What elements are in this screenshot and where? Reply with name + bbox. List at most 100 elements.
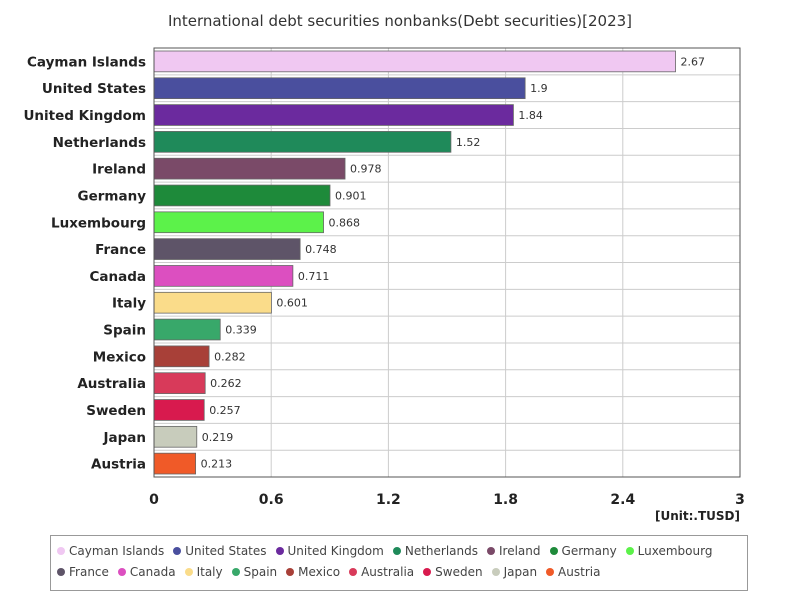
bar — [153, 372, 206, 394]
legend-item[interactable]: France — [57, 562, 109, 583]
category-label: United States — [42, 81, 146, 97]
legend-label: France — [69, 565, 109, 579]
legend-item[interactable]: Australia — [349, 562, 414, 583]
chart-title: International debt securities nonbanks(D… — [167, 12, 633, 30]
legend-item[interactable]: Austria — [546, 562, 600, 583]
category-label: Canada — [89, 269, 146, 285]
bar — [153, 211, 324, 234]
x-tick-label: 1.8 — [493, 492, 518, 508]
category-label: Cayman Islands — [27, 54, 146, 70]
plot-border — [153, 47, 741, 478]
legend-label: Japan — [503, 565, 538, 579]
legend-label: Sweden — [435, 565, 483, 579]
legend-item[interactable]: United States — [173, 541, 267, 562]
data-label: 0.213 — [201, 458, 233, 471]
data-label: 0.339 — [225, 324, 257, 337]
data-label: 0.711 — [298, 270, 330, 283]
x-tick-label: 0 — [149, 492, 159, 508]
data-label: 0.748 — [305, 243, 337, 256]
legend-label: Australia — [361, 565, 415, 579]
category-label: Mexico — [93, 349, 146, 365]
category-label: Sweden — [86, 403, 146, 419]
legend-marker — [57, 568, 65, 576]
category-label: Austria — [91, 457, 146, 473]
legend-label: Netherlands — [404, 544, 478, 558]
unit-label: [Unit:.TUSD] — [655, 509, 740, 523]
legend-marker — [173, 547, 182, 555]
category-label: Germany — [78, 188, 147, 204]
legend-label: Ireland — [499, 544, 541, 558]
x-tick-label: 3 — [735, 492, 745, 508]
data-label: 0.868 — [329, 216, 361, 229]
category-label: Luxembourg — [51, 215, 146, 231]
bar — [153, 452, 197, 475]
data-label: 2.67 — [681, 55, 706, 68]
legend-item[interactable]: Japan — [491, 562, 538, 583]
data-label: 0.901 — [335, 189, 367, 202]
legend-item[interactable]: Canada — [117, 562, 176, 583]
category-label: United Kingdom — [23, 108, 146, 124]
legend-marker — [625, 547, 634, 555]
bar — [153, 157, 346, 180]
legend-label: Austria — [558, 565, 601, 579]
data-label: 0.219 — [202, 431, 234, 444]
category-label: Spain — [103, 323, 146, 339]
x-tick-label: 0.6 — [259, 492, 284, 508]
legend-label: Luxembourg — [637, 544, 713, 558]
legend-label: Canada — [129, 565, 176, 579]
legend-item[interactable]: Ireland — [487, 541, 541, 562]
legend-marker — [549, 547, 558, 555]
bar — [153, 265, 294, 287]
bar — [153, 238, 301, 260]
category-label: Ireland — [92, 162, 146, 178]
data-label: 1.9 — [530, 82, 548, 95]
bar — [153, 77, 526, 100]
category-label: Netherlands — [53, 135, 146, 151]
legend-label: Italy — [196, 565, 223, 579]
category-label: Italy — [112, 296, 146, 312]
bar — [153, 399, 205, 421]
x-tick-label: 2.4 — [610, 492, 635, 508]
bar — [153, 425, 198, 448]
legend-item[interactable]: Germany — [549, 541, 617, 562]
data-label: 0.282 — [214, 350, 246, 363]
data-label: 0.262 — [210, 377, 242, 390]
data-label: 1.84 — [518, 109, 543, 122]
data-label: 0.601 — [276, 297, 308, 310]
legend-marker — [117, 568, 126, 576]
legend-item[interactable]: Spain — [231, 562, 278, 583]
legend-item[interactable]: Luxembourg — [625, 541, 713, 562]
data-label: 1.52 — [456, 136, 481, 149]
bar — [153, 318, 221, 341]
legend-item[interactable]: Mexico — [286, 562, 340, 583]
x-tick-label: 1.2 — [376, 492, 401, 508]
legend-label: Spain — [243, 565, 278, 579]
bar — [153, 50, 676, 73]
legend-marker — [487, 547, 495, 555]
data-label: 0.257 — [209, 404, 241, 417]
legend-label: United States — [185, 544, 267, 558]
chart-legend: Cayman Islands United States United Kingdo… — [50, 535, 748, 591]
category-label: France — [95, 242, 146, 258]
bar — [153, 131, 452, 153]
legend-marker — [231, 568, 240, 576]
legend-marker — [275, 547, 284, 555]
legend-item[interactable]: Netherlands — [392, 541, 478, 562]
legend-marker — [423, 568, 432, 576]
legend-item[interactable]: Cayman Islands — [57, 541, 164, 562]
bar — [153, 104, 514, 126]
legend-marker — [57, 547, 65, 555]
legend-marker — [184, 568, 193, 576]
category-label: Japan — [102, 430, 146, 446]
legend-item[interactable]: Italy — [184, 562, 223, 583]
legend-item[interactable]: Sweden — [423, 562, 483, 583]
legend-item[interactable]: United Kingdom — [275, 541, 384, 562]
legend-label: Cayman Islands — [69, 544, 165, 558]
legend-label: United Kingdom — [287, 544, 384, 558]
data-label: 0.978 — [350, 163, 382, 176]
category-label: Australia — [77, 376, 146, 392]
legend-marker — [491, 568, 500, 576]
bar — [153, 345, 210, 368]
